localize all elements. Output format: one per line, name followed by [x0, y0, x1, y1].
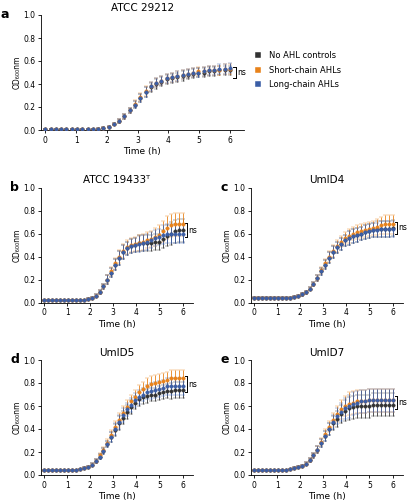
Text: ns: ns: [238, 68, 247, 77]
X-axis label: Time (h): Time (h): [123, 148, 161, 156]
Text: a: a: [0, 8, 9, 21]
Y-axis label: OD₆₀₀nm: OD₆₀₀nm: [223, 228, 232, 262]
Text: ns: ns: [188, 380, 197, 388]
Text: c: c: [220, 180, 228, 194]
Y-axis label: OD₆₀₀nm: OD₆₀₀nm: [13, 56, 22, 89]
X-axis label: Time (h): Time (h): [308, 492, 346, 500]
Title: UmID5: UmID5: [99, 348, 134, 358]
Text: b: b: [10, 180, 19, 194]
X-axis label: Time (h): Time (h): [98, 492, 136, 500]
X-axis label: Time (h): Time (h): [98, 320, 136, 329]
Legend: No AHL controls, Short-chain AHLs, Long-chain AHLs: No AHL controls, Short-chain AHLs, Long-…: [249, 52, 341, 89]
Text: ns: ns: [188, 226, 197, 234]
X-axis label: Time (h): Time (h): [308, 320, 346, 329]
Title: ATCC 29212: ATCC 29212: [111, 3, 174, 13]
Y-axis label: OD₆₀₀nm: OD₆₀₀nm: [223, 401, 232, 434]
Text: ns: ns: [398, 398, 407, 407]
Y-axis label: OD₆₀₀nm: OD₆₀₀nm: [13, 228, 22, 262]
Y-axis label: OD₆₀₀nm: OD₆₀₀nm: [13, 401, 22, 434]
Text: ns: ns: [398, 223, 407, 232]
Title: ATCC 19433ᵀ: ATCC 19433ᵀ: [83, 176, 150, 186]
Text: d: d: [10, 353, 19, 366]
Title: UmID4: UmID4: [309, 176, 344, 186]
Title: UmID7: UmID7: [309, 348, 344, 358]
Text: e: e: [220, 353, 229, 366]
